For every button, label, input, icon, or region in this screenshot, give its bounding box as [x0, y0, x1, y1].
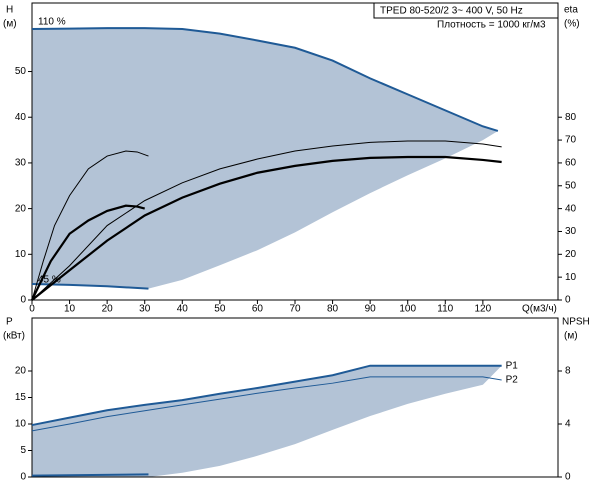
operating-area [32, 28, 498, 289]
x-tick-label: 50 [214, 304, 226, 315]
y2-tick-label: 10 [565, 272, 577, 283]
info-box [373, 2, 559, 19]
x-tick-label: 90 [365, 304, 377, 315]
x-tick-label: 80 [327, 304, 339, 315]
y2-tick-label: 0 [565, 295, 571, 306]
x-tick-label: 0 [29, 304, 35, 315]
x-tick-label: 120 [475, 304, 492, 315]
y-tick-label: 5 [20, 445, 26, 456]
x-tick-label: 110 [437, 304, 453, 315]
y-axis-label: H [6, 5, 13, 16]
y2-tick-label: 40 [565, 203, 577, 214]
y2-tick-label: 0 [565, 472, 571, 480]
y-axis-unit: (кВт) [3, 331, 25, 342]
x-tick-label: 20 [102, 304, 114, 315]
y2-tick-label: 60 [565, 158, 577, 169]
density-label: Плотность = 1000 кг/м3 [437, 20, 546, 31]
y2-tick-label: 30 [565, 226, 577, 237]
y-tick-label: 15 [15, 392, 27, 403]
model-label: TPED 80-520/2 3~ 400 V, 50 Hz [380, 6, 523, 17]
x-tick-label: 70 [289, 304, 301, 315]
curve-label: P2 [506, 375, 519, 386]
y2-tick-label: 4 [565, 419, 571, 430]
curve-label: P1 [506, 360, 519, 371]
x-tick-label: 30 [139, 304, 151, 315]
x-tick-label: 60 [252, 304, 264, 315]
curve [31, 204, 146, 301]
y-tick-label: 40 [15, 112, 27, 123]
y-tick-label: 50 [15, 66, 27, 77]
curve [31, 140, 502, 301]
curve [31, 27, 499, 132]
x-axis-label: Q(м3/ч) [522, 304, 557, 315]
curve [31, 155, 502, 301]
y-tick-label: 10 [15, 419, 27, 430]
y-axis-label: P [6, 317, 13, 328]
y2-tick-label: 80 [565, 112, 577, 123]
y-tick-label: 0 [20, 472, 26, 480]
x-tick-label: 100 [399, 304, 416, 315]
y2-tick-label: 8 [565, 366, 571, 377]
annotation: 45 % [38, 275, 61, 286]
y2-axis-label: NPSH [562, 317, 590, 328]
operating-area [32, 365, 502, 477]
curve [31, 364, 502, 427]
annotation: 110 % [38, 17, 66, 28]
y-tick-label: 20 [15, 203, 27, 214]
y2-axis-unit: (м) [564, 331, 578, 342]
curve [31, 473, 149, 477]
curve [31, 150, 149, 301]
y2-axis-label: eta [564, 5, 578, 16]
x-tick-label: 40 [177, 304, 189, 315]
curve [31, 376, 502, 432]
y2-tick-label: 70 [565, 135, 577, 146]
y-tick-label: 30 [15, 158, 27, 169]
y-tick-label: 20 [15, 366, 27, 377]
y-tick-label: 0 [20, 295, 26, 306]
y2-axis-unit: (%) [564, 19, 580, 30]
y-tick-label: 10 [15, 249, 27, 260]
y2-tick-label: 20 [565, 249, 577, 260]
y2-tick-label: 50 [565, 180, 577, 191]
y-axis-unit: (м) [3, 19, 17, 30]
x-tick-label: 10 [64, 304, 76, 315]
